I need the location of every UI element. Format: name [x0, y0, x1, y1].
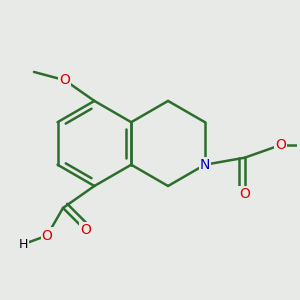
- Text: O: O: [42, 229, 52, 243]
- Text: H: H: [18, 238, 28, 251]
- Text: O: O: [239, 187, 250, 201]
- Text: O: O: [80, 224, 91, 238]
- Text: N: N: [200, 158, 210, 172]
- Text: O: O: [59, 73, 70, 87]
- Text: O: O: [275, 138, 286, 152]
